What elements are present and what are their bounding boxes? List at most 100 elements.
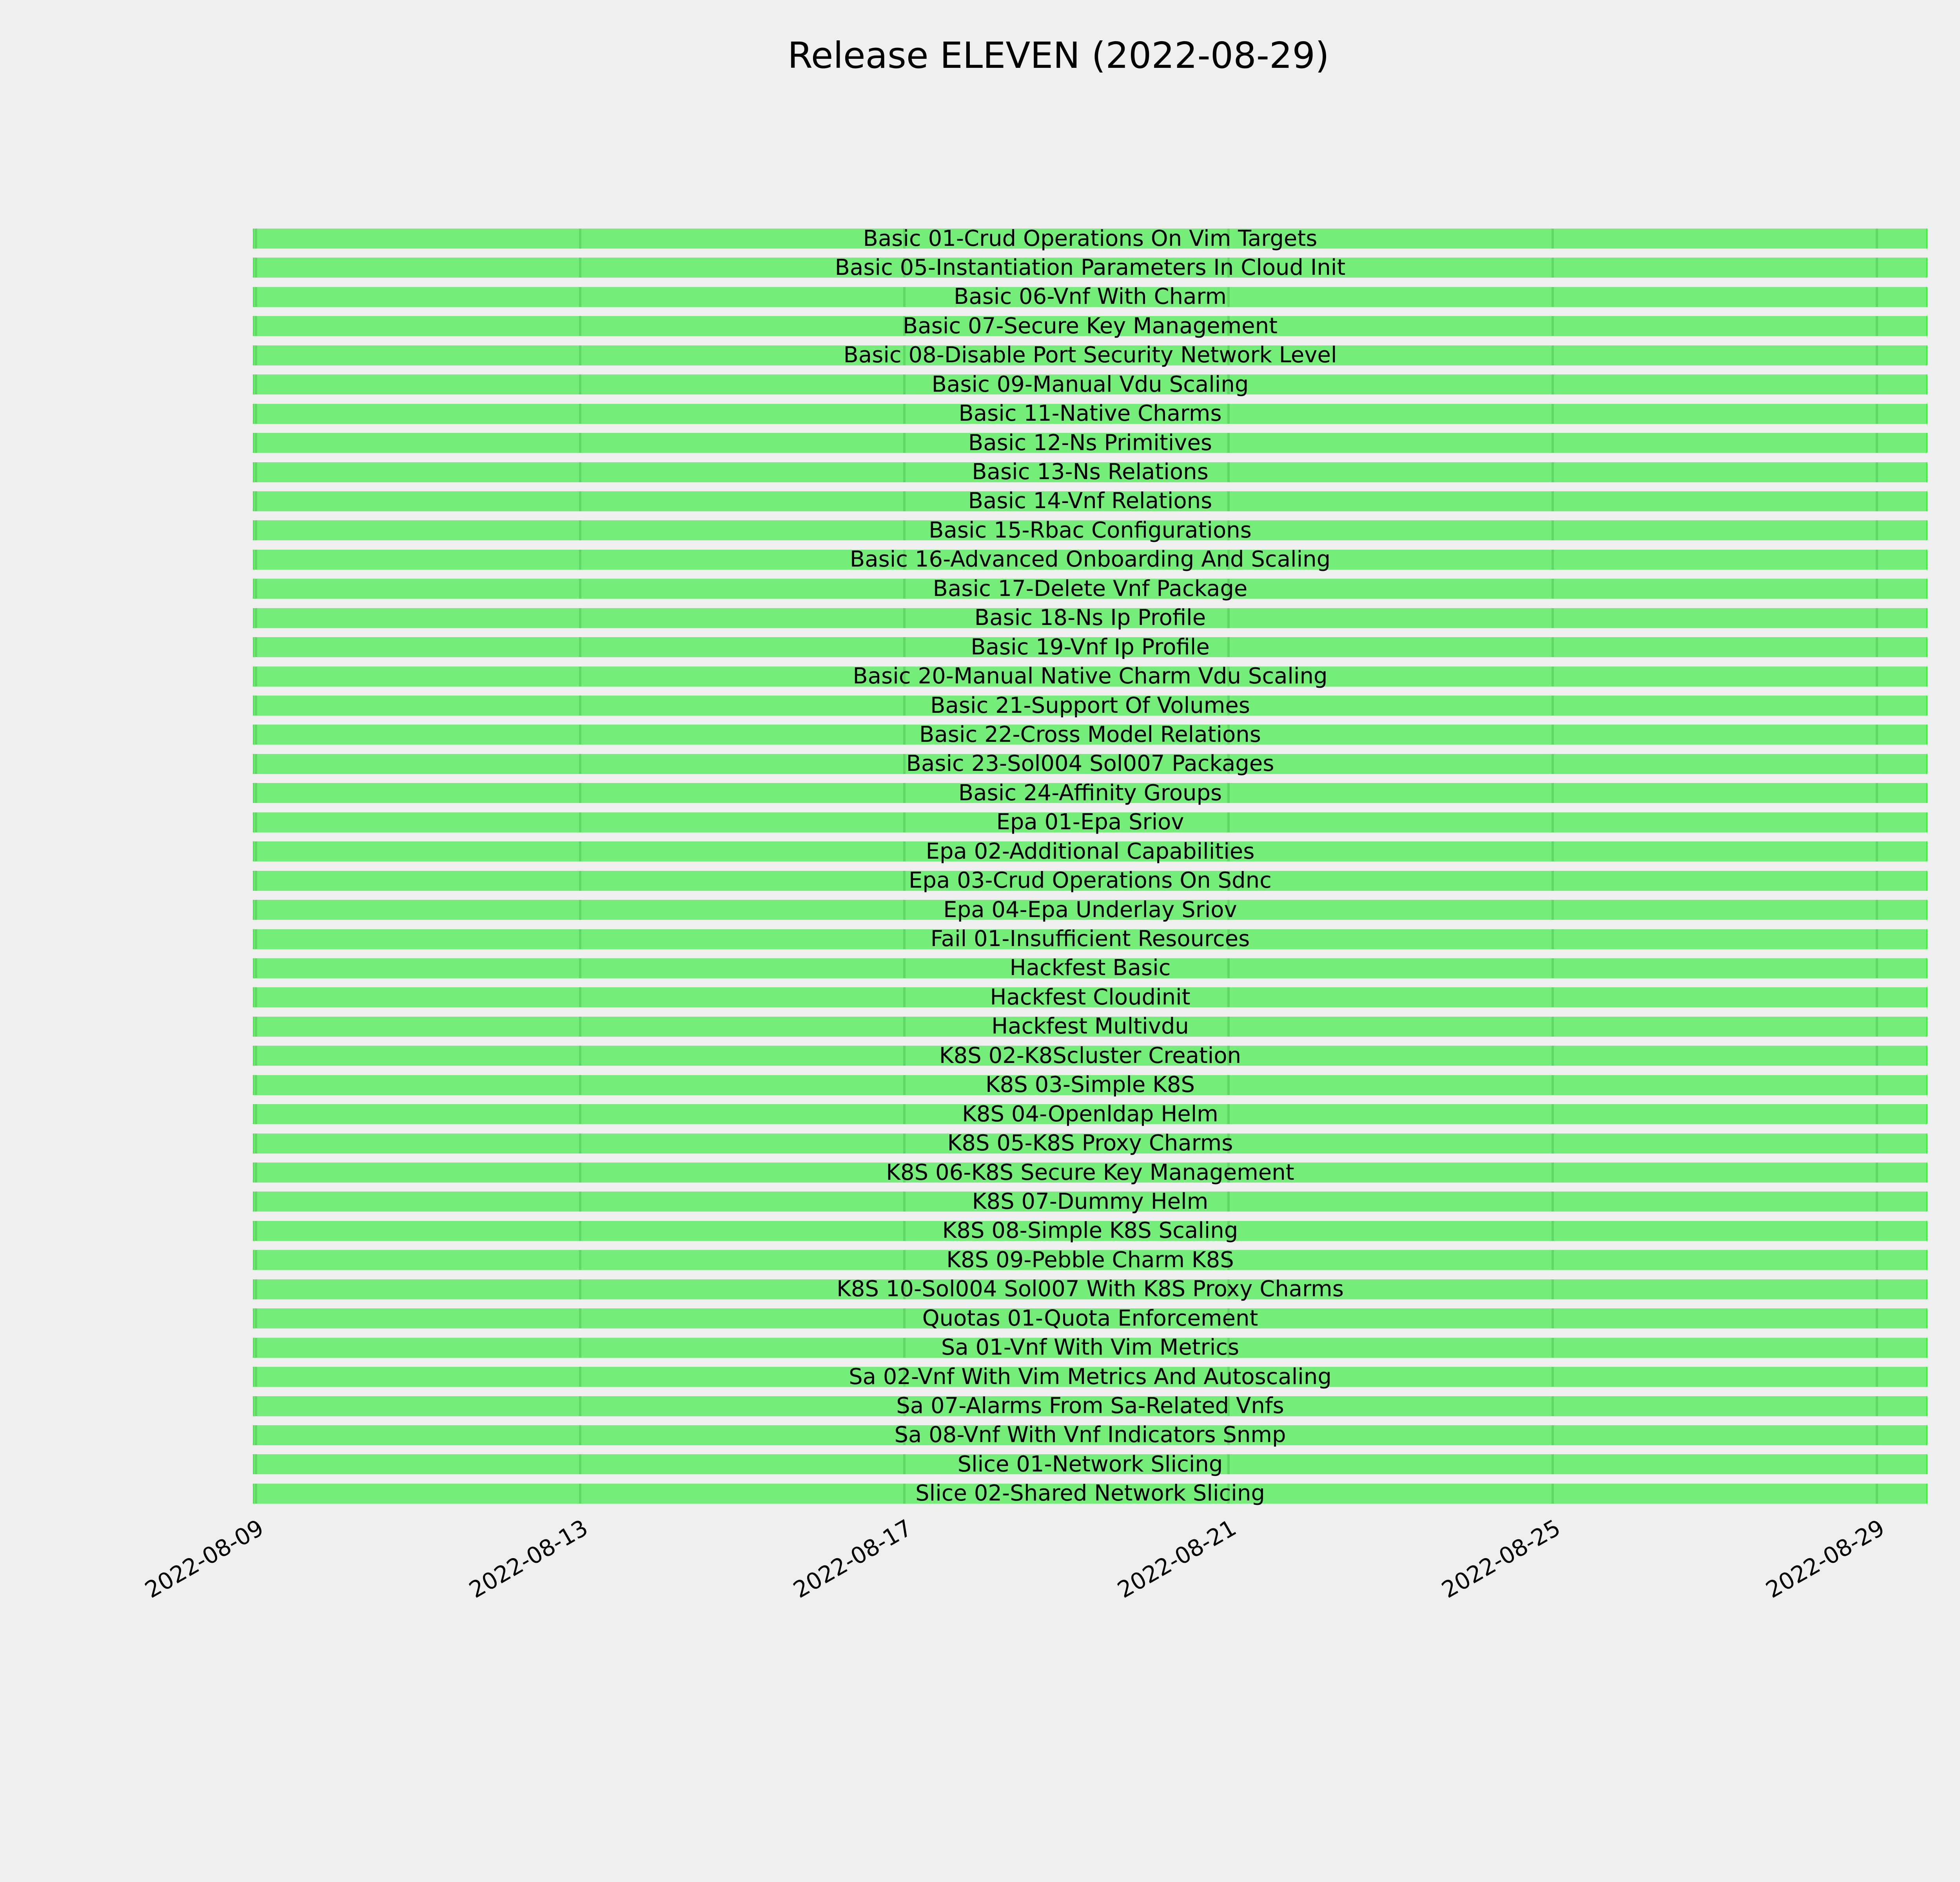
gridline — [1552, 316, 1554, 336]
gridline — [255, 1075, 257, 1095]
gridline — [579, 287, 581, 307]
gridline — [903, 345, 906, 365]
gantt-bar: K8S 03-Simple K8S — [253, 1072, 1927, 1098]
gridline — [1876, 725, 1878, 745]
gridline — [1227, 229, 1230, 249]
gridline — [1227, 870, 1230, 891]
gridline — [1552, 696, 1554, 716]
gridline — [1876, 666, 1878, 687]
gridline — [1876, 958, 1878, 978]
gridline — [1227, 287, 1230, 307]
gridline — [1227, 1308, 1230, 1329]
task-label: Basic 20-Manual Native Charm Vdu Scaling — [853, 663, 1328, 689]
task-label: Quotas 01-Quota Enforcement — [922, 1305, 1258, 1331]
gridline — [1876, 229, 1878, 249]
gridline — [579, 1454, 581, 1475]
gridline — [1552, 287, 1554, 307]
gridline — [903, 987, 906, 1008]
gridline — [1876, 696, 1878, 716]
gantt-bar: K8S 02-K8Scluster Creation — [253, 1044, 1927, 1067]
gridline — [579, 958, 581, 978]
gridline — [903, 579, 906, 599]
gridline — [1552, 812, 1554, 832]
gridline — [903, 637, 906, 658]
gridline — [1227, 666, 1230, 687]
gridline — [255, 1337, 257, 1358]
gridline — [579, 1367, 581, 1387]
gridline — [1876, 316, 1878, 336]
chart-title: Release ELEVEN (2022-08-29) — [788, 35, 1329, 76]
gantt-bar: K8S 10-Sol004 Sol007 With K8S Proxy Char… — [253, 1278, 1927, 1301]
gantt-bar: Hackfest Basic — [253, 957, 1927, 979]
gridline — [255, 1308, 257, 1329]
gridline — [1552, 987, 1554, 1008]
gridline — [579, 1192, 581, 1212]
gridline — [579, 870, 581, 891]
gridline — [579, 783, 581, 803]
gridline — [579, 1250, 581, 1270]
gridline — [579, 1133, 581, 1154]
task-label: Hackfest Multivdu — [991, 1014, 1189, 1039]
gridline — [579, 987, 581, 1008]
gantt-bar: K8S 04-Openldap Helm — [253, 1103, 1927, 1125]
gridline — [1552, 433, 1554, 453]
gridline — [255, 579, 257, 599]
task-label: K8S 07-Dummy Helm — [972, 1188, 1209, 1214]
gridline — [579, 1396, 581, 1416]
gridline — [255, 958, 257, 978]
gridline — [255, 1454, 257, 1475]
gridline — [255, 929, 257, 949]
gridline — [1876, 345, 1878, 365]
gridline — [903, 725, 906, 745]
gantt-bar: K8S 09-Pebble Charm K8S — [253, 1248, 1927, 1271]
gridline — [1876, 1396, 1878, 1416]
gantt-bar: Basic 17-Delete Vnf Package — [253, 577, 1927, 600]
gridline — [1552, 870, 1554, 891]
gridline — [1552, 462, 1554, 482]
gantt-bar: Sa 02-Vnf With Vim Metrics And Autoscali… — [253, 1365, 1927, 1388]
gridline — [579, 316, 581, 336]
gridline — [1227, 1163, 1230, 1183]
gridline — [1227, 1425, 1230, 1445]
gantt-bar: Basic 08-Disable Port Security Network L… — [253, 344, 1927, 367]
gridline — [579, 549, 581, 570]
gridline — [1552, 754, 1554, 774]
gridline — [1227, 316, 1230, 336]
gridline — [255, 258, 257, 278]
gridline — [903, 287, 906, 307]
gridline — [255, 1133, 257, 1154]
gridline — [1227, 462, 1230, 482]
task-label: K8S 03-Simple K8S — [985, 1072, 1195, 1098]
task-label: K8S 06-K8S Secure Key Management — [886, 1159, 1294, 1185]
gantt-bar: Basic 01-Crud Operations On Vim Targets — [253, 227, 1927, 250]
gridline — [579, 1483, 581, 1504]
gridline — [1227, 1396, 1230, 1416]
gridline — [255, 316, 257, 336]
gridline — [1227, 1075, 1230, 1095]
gridline — [1552, 1483, 1554, 1504]
gridline — [579, 433, 581, 453]
gridline — [1876, 1104, 1878, 1124]
gridline — [1876, 1250, 1878, 1270]
gantt-bar: Fail 01-Insufficient Resources — [253, 928, 1927, 950]
gridline — [255, 345, 257, 365]
x-tick-label: 2022-08-09 — [140, 1514, 268, 1604]
gridline — [1552, 666, 1554, 687]
gridline — [255, 1163, 257, 1183]
gridline — [1876, 754, 1878, 774]
gridline — [1227, 1279, 1230, 1299]
gridline — [579, 1163, 581, 1183]
gridline — [903, 1046, 906, 1066]
gridline — [1227, 900, 1230, 920]
gridline — [1876, 987, 1878, 1008]
gantt-bar: Basic 22-Cross Model Relations — [253, 723, 1927, 746]
gridline — [903, 1192, 906, 1212]
gridline — [255, 549, 257, 570]
gridline — [1227, 725, 1230, 745]
task-label: Basic 05-Instantiation Parameters In Clo… — [835, 254, 1346, 280]
gridline — [1876, 783, 1878, 803]
gridline — [255, 608, 257, 628]
gridline — [1552, 403, 1554, 424]
plot-area: Basic 01-Crud Operations On Vim Targets … — [253, 227, 1927, 1505]
gridline — [1552, 1279, 1554, 1299]
